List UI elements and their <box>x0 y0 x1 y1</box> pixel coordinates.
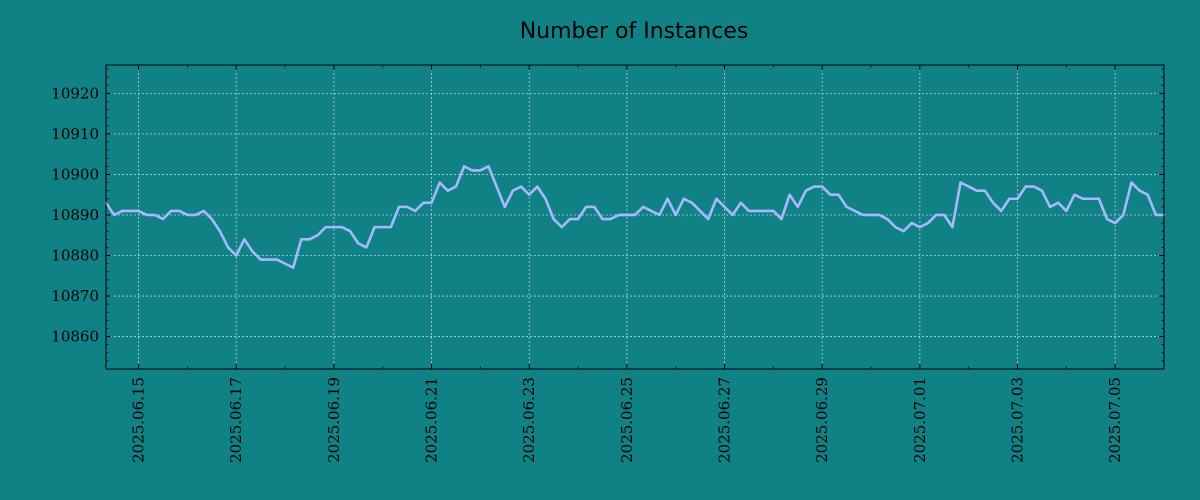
x-tick-label: 2025.06.25 <box>618 377 636 463</box>
y-tick-label: 10870 <box>51 287 99 305</box>
x-tick-label: 2025.06.21 <box>423 377 441 463</box>
plot-area <box>106 65 1164 369</box>
grid <box>106 65 1164 369</box>
x-tick-label: 2025.06.29 <box>813 377 831 463</box>
y-tick-label: 10910 <box>51 125 99 143</box>
series-line <box>104 165 1166 269</box>
x-tick-label: 2025.06.15 <box>130 377 148 463</box>
y-tick-label: 10860 <box>51 328 99 346</box>
x-tick-label: 2025.07.01 <box>911 377 929 463</box>
x-tick-label: 2025.07.05 <box>1106 377 1124 463</box>
y-tick-label: 10890 <box>51 206 99 224</box>
y-tick-label: 10920 <box>51 84 99 102</box>
x-tick-label: 2025.06.23 <box>520 377 538 463</box>
y-tick-label: 10900 <box>51 165 99 183</box>
x-tick-label: 2025.07.03 <box>1009 377 1027 463</box>
series-layer <box>104 165 1166 269</box>
chart-title: Number of Instances <box>520 19 749 44</box>
x-axis-tick-labels: 2025.06.15 2025.06.17 2025.06.19 2025.06.21… <box>130 377 1125 463</box>
axis-ticks <box>106 65 1165 370</box>
x-tick-label: 2025.06.27 <box>716 377 734 463</box>
plot-frame <box>105 64 1165 370</box>
x-tick-label: 2025.06.19 <box>325 377 343 463</box>
x-tick-label: 2025.06.17 <box>227 377 245 463</box>
y-tick-label: 10880 <box>51 247 99 265</box>
y-axis-tick-labels: 10860 10870 10880 10890 10900 10910 10920 <box>51 84 99 345</box>
